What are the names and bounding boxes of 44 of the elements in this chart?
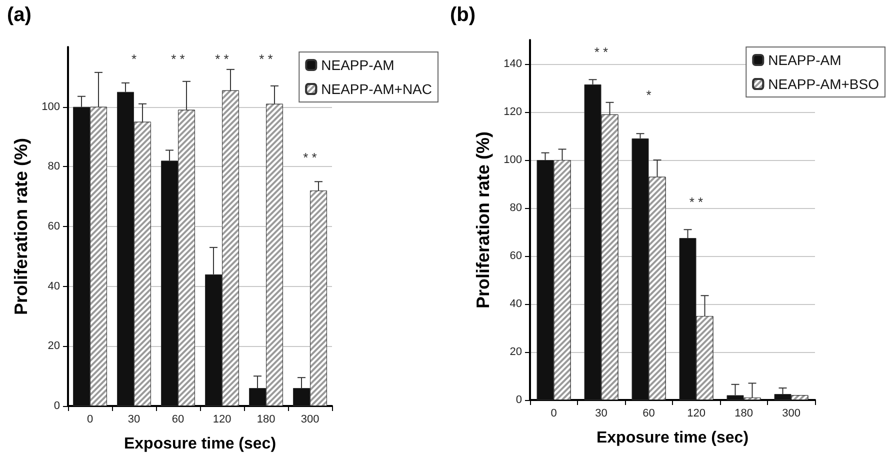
x-axis-title: Exposure time (sec) [596, 430, 749, 446]
annotation: * [646, 88, 652, 103]
y-tick-label: 80 [510, 202, 522, 214]
legend-label: NEAPP-AM [321, 57, 394, 73]
y-tick-label: 100 [504, 154, 522, 166]
y-tick-label: 20 [48, 340, 60, 352]
y-tick-label: 60 [510, 250, 522, 262]
x-axis-title: Exposure time (sec) [124, 436, 276, 452]
annotation: * * [171, 51, 185, 66]
x-tick-label: 30 [128, 414, 140, 426]
x-tick-label: 300 [782, 408, 800, 420]
x-tick-label: 0 [550, 408, 557, 420]
chart-title: (b) [450, 4, 476, 26]
y-tick-label: 140 [504, 58, 522, 70]
y-axis-title: Proliferation rate (%) [11, 138, 31, 316]
annotation: * * [259, 51, 273, 66]
y-tick-label: 20 [510, 346, 522, 358]
annotation: * * [689, 194, 704, 210]
x-tick-label: 0 [86, 414, 94, 426]
x-tick-label: 180 [734, 408, 753, 420]
y-tick-label: 120 [504, 106, 522, 118]
annotation: * * [215, 51, 229, 66]
legend-label: NEAPP-AM+NAC [321, 81, 432, 97]
x-tick-label: 120 [687, 408, 706, 420]
y-tick-label: 60 [48, 220, 60, 232]
x-tick-label: 120 [212, 414, 232, 426]
y-axis-title: Proliferation rate (%) [473, 131, 493, 309]
y-tick-label: 0 [516, 394, 522, 406]
annotation: * * [594, 44, 608, 60]
y-tick-label: 0 [54, 400, 60, 412]
legend-label: NEAPP-AM+BSO [768, 76, 880, 92]
x-tick-label: 30 [595, 408, 608, 420]
x-tick-label: 300 [300, 414, 320, 426]
x-tick-label: 180 [256, 414, 276, 426]
annotation: * * [303, 150, 317, 166]
annotation: * [131, 51, 137, 66]
x-tick-label: 60 [172, 414, 184, 426]
legend-label: NEAPP-AM [768, 52, 842, 68]
y-tick-label: 100 [42, 100, 60, 113]
y-tick-label: 40 [48, 280, 60, 292]
y-tick-label: 40 [510, 298, 522, 310]
chart-title: (a) [7, 4, 32, 26]
y-tick-label: 80 [48, 160, 60, 173]
x-tick-label: 60 [642, 408, 655, 420]
